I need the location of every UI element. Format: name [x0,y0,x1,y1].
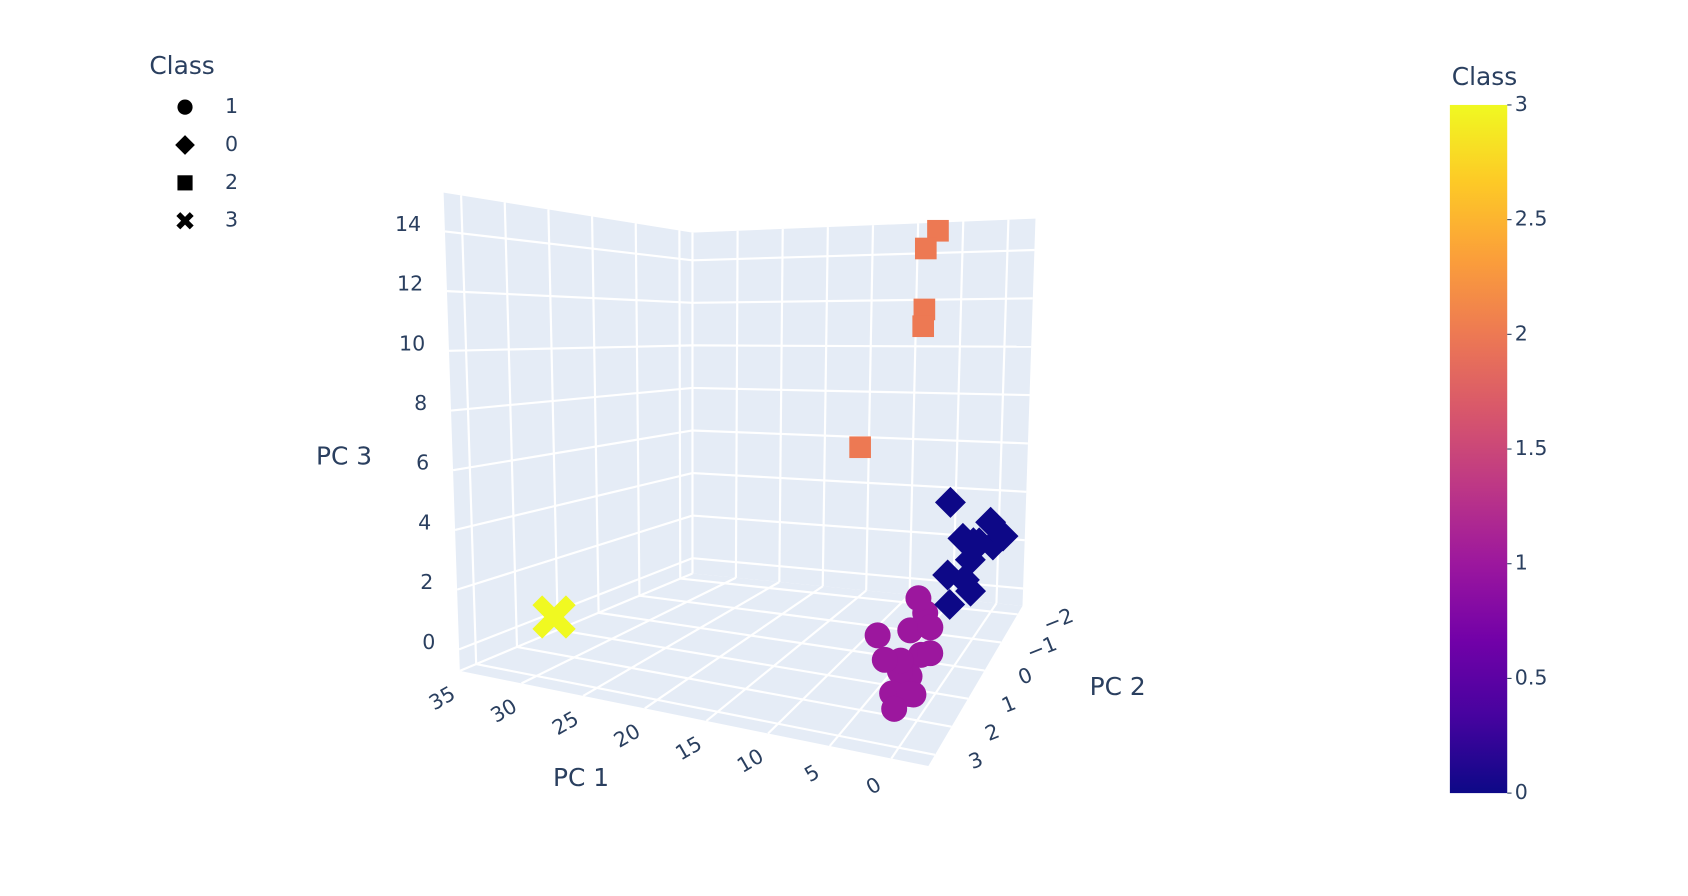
legend-label: 1 [225,94,238,118]
grid-line [452,429,693,472]
y-tick-label: 3 [965,747,986,774]
colorbar-tick-label: 2 [1515,321,1528,345]
data-point [897,617,924,644]
grid-line [692,248,1035,262]
grid-line [460,195,478,665]
colorbar [1449,104,1508,794]
grid-line [778,228,784,583]
colorbar-tick-label: 1 [1515,551,1528,575]
y-tick-label: 1 [998,691,1019,718]
z-tick-label: 10 [399,331,425,355]
grid-line [692,386,1030,397]
x-tick-label: 5 [800,760,823,787]
legend-symbol [175,135,195,155]
z-tick-label: 14 [395,212,421,236]
x-tick-label: 10 [733,744,768,778]
grid-line [444,230,693,262]
grid-line [547,209,559,630]
y-tick-label: −2 [1040,603,1077,637]
grid-line [680,577,1018,616]
grid-line [454,471,693,531]
z-tick-label: 2 [420,570,433,594]
side-wall [443,192,693,671]
x-tick-label: 25 [548,706,583,740]
data-point [914,237,937,260]
legend-label: 3 [225,208,238,232]
colorbar-tick-label: 1.5 [1515,436,1548,460]
data-point [927,219,949,242]
z-tick-label: 6 [416,451,429,475]
grid-line [890,602,998,760]
grid-line [582,581,780,697]
data-point [871,646,898,673]
grid-line [448,344,693,352]
legend-symbol [177,99,193,115]
colorbar-title: Class [1452,62,1517,91]
colorbar-tick-label: 0 [1515,780,1528,804]
grid-line [516,645,952,728]
y-tick-label: 2 [982,719,1003,746]
colorbar-tick-label: 2.5 [1515,207,1548,231]
data-point [934,588,966,620]
grid-line [446,290,693,304]
data-point [955,575,987,607]
grid-line [458,557,693,651]
grid-line [692,344,1032,348]
data-point [987,520,1019,552]
grid-line [503,202,519,647]
legend-symbol [176,212,194,230]
data-point [905,585,932,612]
grid-line [821,227,829,587]
grid-line [865,225,875,591]
grid-line [908,223,920,595]
legend-label: 2 [225,170,238,194]
grid-line [456,514,693,591]
grid-line [590,216,600,613]
data-point [917,640,944,667]
grid-line [692,297,1033,304]
legend-title: Class [149,51,214,80]
legend-label: 0 [225,132,238,156]
data-point [917,614,944,641]
grid-line [767,594,911,735]
grid-line [692,471,1027,493]
z-tick-label: 12 [397,272,423,296]
grid-line [644,585,824,710]
data-point [913,298,936,321]
z-tick-label: 0 [422,630,435,654]
grid-line [678,230,682,579]
plot-area: Class PC 1 PC 2 PC 3 Class 0510152025303… [149,51,1547,804]
grid-line [521,576,737,685]
z-axis-title: PC 3 [316,442,372,471]
data-point [849,436,871,459]
grid-line [450,386,693,412]
z-tick-label: 8 [414,391,427,415]
x-tick-label: 35 [425,681,460,715]
x-tick-label: 30 [486,694,521,728]
data-point [912,315,935,338]
x-tick-label: 20 [610,719,645,753]
z-tick-label: 4 [418,510,431,534]
grid-line [475,662,936,756]
data-point [532,595,576,639]
x-tick-label: 15 [671,731,706,765]
y-tick-label: 0 [1015,663,1036,690]
grid-line [459,572,693,672]
colorbar-tick-label: 0.5 [1515,665,1548,689]
data-point [864,622,891,649]
colorbar-tick-label: 3 [1515,92,1528,116]
x-axis-title: PC 1 [553,763,609,792]
data-point [934,486,966,518]
grid-line [705,589,867,722]
y-axis-title: PC 2 [1090,672,1146,701]
data-point [947,522,979,554]
data-point [881,695,908,722]
y-tick-label: −1 [1023,631,1060,665]
grid-line [634,223,641,596]
x-tick-label: 0 [862,772,885,799]
legend-symbol [177,175,193,191]
